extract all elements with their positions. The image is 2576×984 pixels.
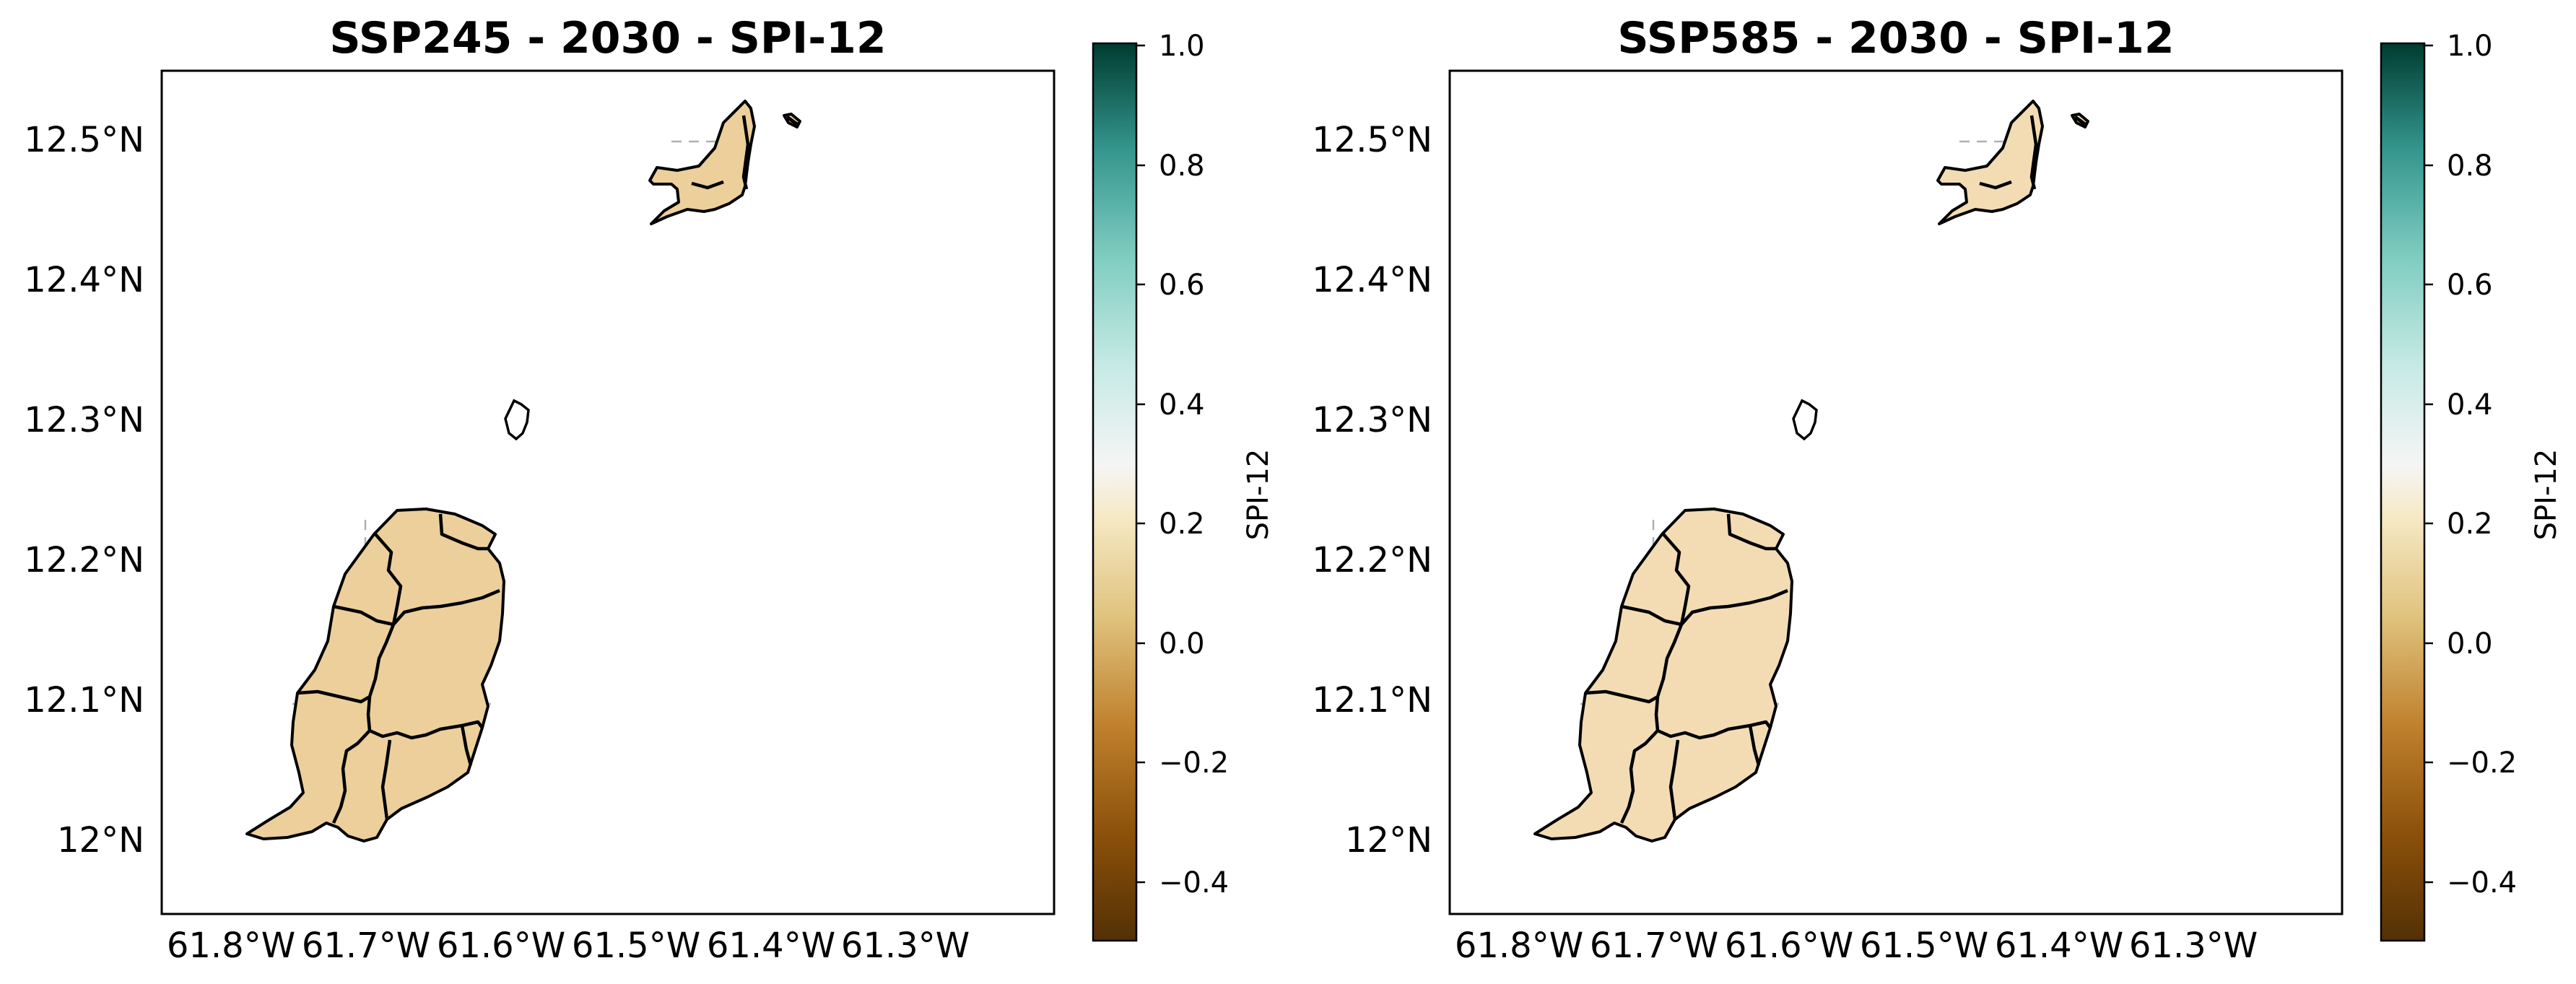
colorbar-gradient [1092,42,1138,942]
colorbar-tick-label: 0.0 [1159,627,1205,661]
lon-tick-label: 61.3°W [841,926,970,966]
lat-tick-label: 12.3°N [24,400,144,440]
lon-tick-label: 61.6°W [437,926,565,966]
lon-tick-label: 61.8°W [1455,926,1583,966]
lat-tick-label: 12.1°N [24,680,144,720]
small-island-coast [2074,115,2087,126]
colorbar-tick-label: 0.8 [2447,149,2493,183]
map-panel-ssp585: SSP585 - 2030 - SPI-12 [1288,0,2576,984]
map-title: SSP585 - 2030 - SPI-12 [1617,13,2174,64]
colorbar-label: SPI-12 [1242,449,1275,541]
parish-boundaries [1585,513,1788,824]
lon-tick-label: 61.5°W [572,926,700,966]
colorbar: 1.0 0.8 0.6 0.4 0.2 0.0 −0.2 −0.4 SPI-12 [2380,30,2563,942]
lat-tick-label: 12.2°N [24,540,144,580]
lon-tick-label: 61.6°W [1725,926,1853,966]
colorbar-tick-label: 0.4 [2447,388,2493,422]
small-island-coast [786,115,799,126]
map-figure: SSP245 - 2030 - SPI-12 [24,13,1275,966]
colorbar-tick-label: 0.6 [2447,269,2493,302]
colorbar-tick-label: −0.4 [2447,866,2517,900]
lon-tick-label: 61.5°W [1860,926,1988,966]
lat-tick-label: 12.4°N [1312,260,1432,300]
colorbar-gradient [2380,42,2426,942]
carriacou-island [1936,100,2044,225]
lon-tick-label: 61.7°W [302,926,430,966]
latitude-labels: 12.5°N 12.4°N 12.3°N 12.2°N 12.1°N 12°N [24,120,144,861]
colorbar-label: SPI-12 [2530,449,2563,541]
lon-tick-label: 61.8°W [167,926,295,966]
lat-tick-label: 12.1°N [1312,680,1432,720]
colorbar: 1.0 0.8 0.6 0.4 0.2 0.0 −0.2 −0.4 SPI-12 [1092,30,1275,942]
longitude-labels: 61.8°W 61.7°W 61.6°W 61.5°W 61.4°W 61.3°… [1455,926,2258,966]
parish-boundaries [297,513,500,824]
longitude-labels: 61.8°W 61.7°W 61.6°W 61.5°W 61.4°W 61.3°… [167,926,970,966]
lon-tick-label: 61.4°W [1995,926,2123,966]
colorbar-tick-label: −0.2 [1159,746,1229,780]
map-figure: SSP585 - 2030 - SPI-12 [1312,13,2563,966]
map-title: SSP245 - 2030 - SPI-12 [329,13,886,64]
colorbar-tick-label: −0.2 [2447,746,2517,780]
map-frame [1448,69,2344,915]
colorbar-tick-label: 0.0 [2447,627,2493,661]
lon-tick-label: 61.4°W [707,926,835,966]
lat-tick-label: 12.5°N [1312,120,1432,160]
latitude-labels: 12.5°N 12.4°N 12.3°N 12.2°N 12.1°N 12°N [1312,120,1432,861]
colorbar-tick-label: 0.6 [1159,269,1205,302]
lat-tick-label: 12.3°N [1312,400,1432,440]
lat-tick-label: 12°N [1345,820,1432,861]
colorbar-tick-label: 0.4 [1159,388,1205,422]
lat-tick-label: 12.4°N [24,260,144,300]
colorbar-tick-label: −0.4 [1159,866,1229,900]
lat-tick-label: 12.5°N [24,120,144,160]
carriacou-island [648,100,756,225]
colorbar-tick-label: 1.0 [1159,30,1205,63]
colorbar-tick-label: 0.2 [1159,508,1205,541]
islet-outline [504,399,530,441]
lon-tick-label: 61.3°W [2129,926,2258,966]
colorbar-tick-label: 0.2 [2447,508,2493,541]
colorbar-tick-label: 0.8 [1159,149,1205,183]
colorbar-tick-label: 1.0 [2447,30,2493,63]
lat-tick-label: 12.2°N [1312,540,1432,580]
map-frame [160,69,1056,915]
islet-outline [1792,399,1818,441]
lon-tick-label: 61.7°W [1590,926,1718,966]
lat-tick-label: 12°N [57,820,144,861]
map-panel-ssp245: SSP245 - 2030 - SPI-12 [24,13,1275,966]
